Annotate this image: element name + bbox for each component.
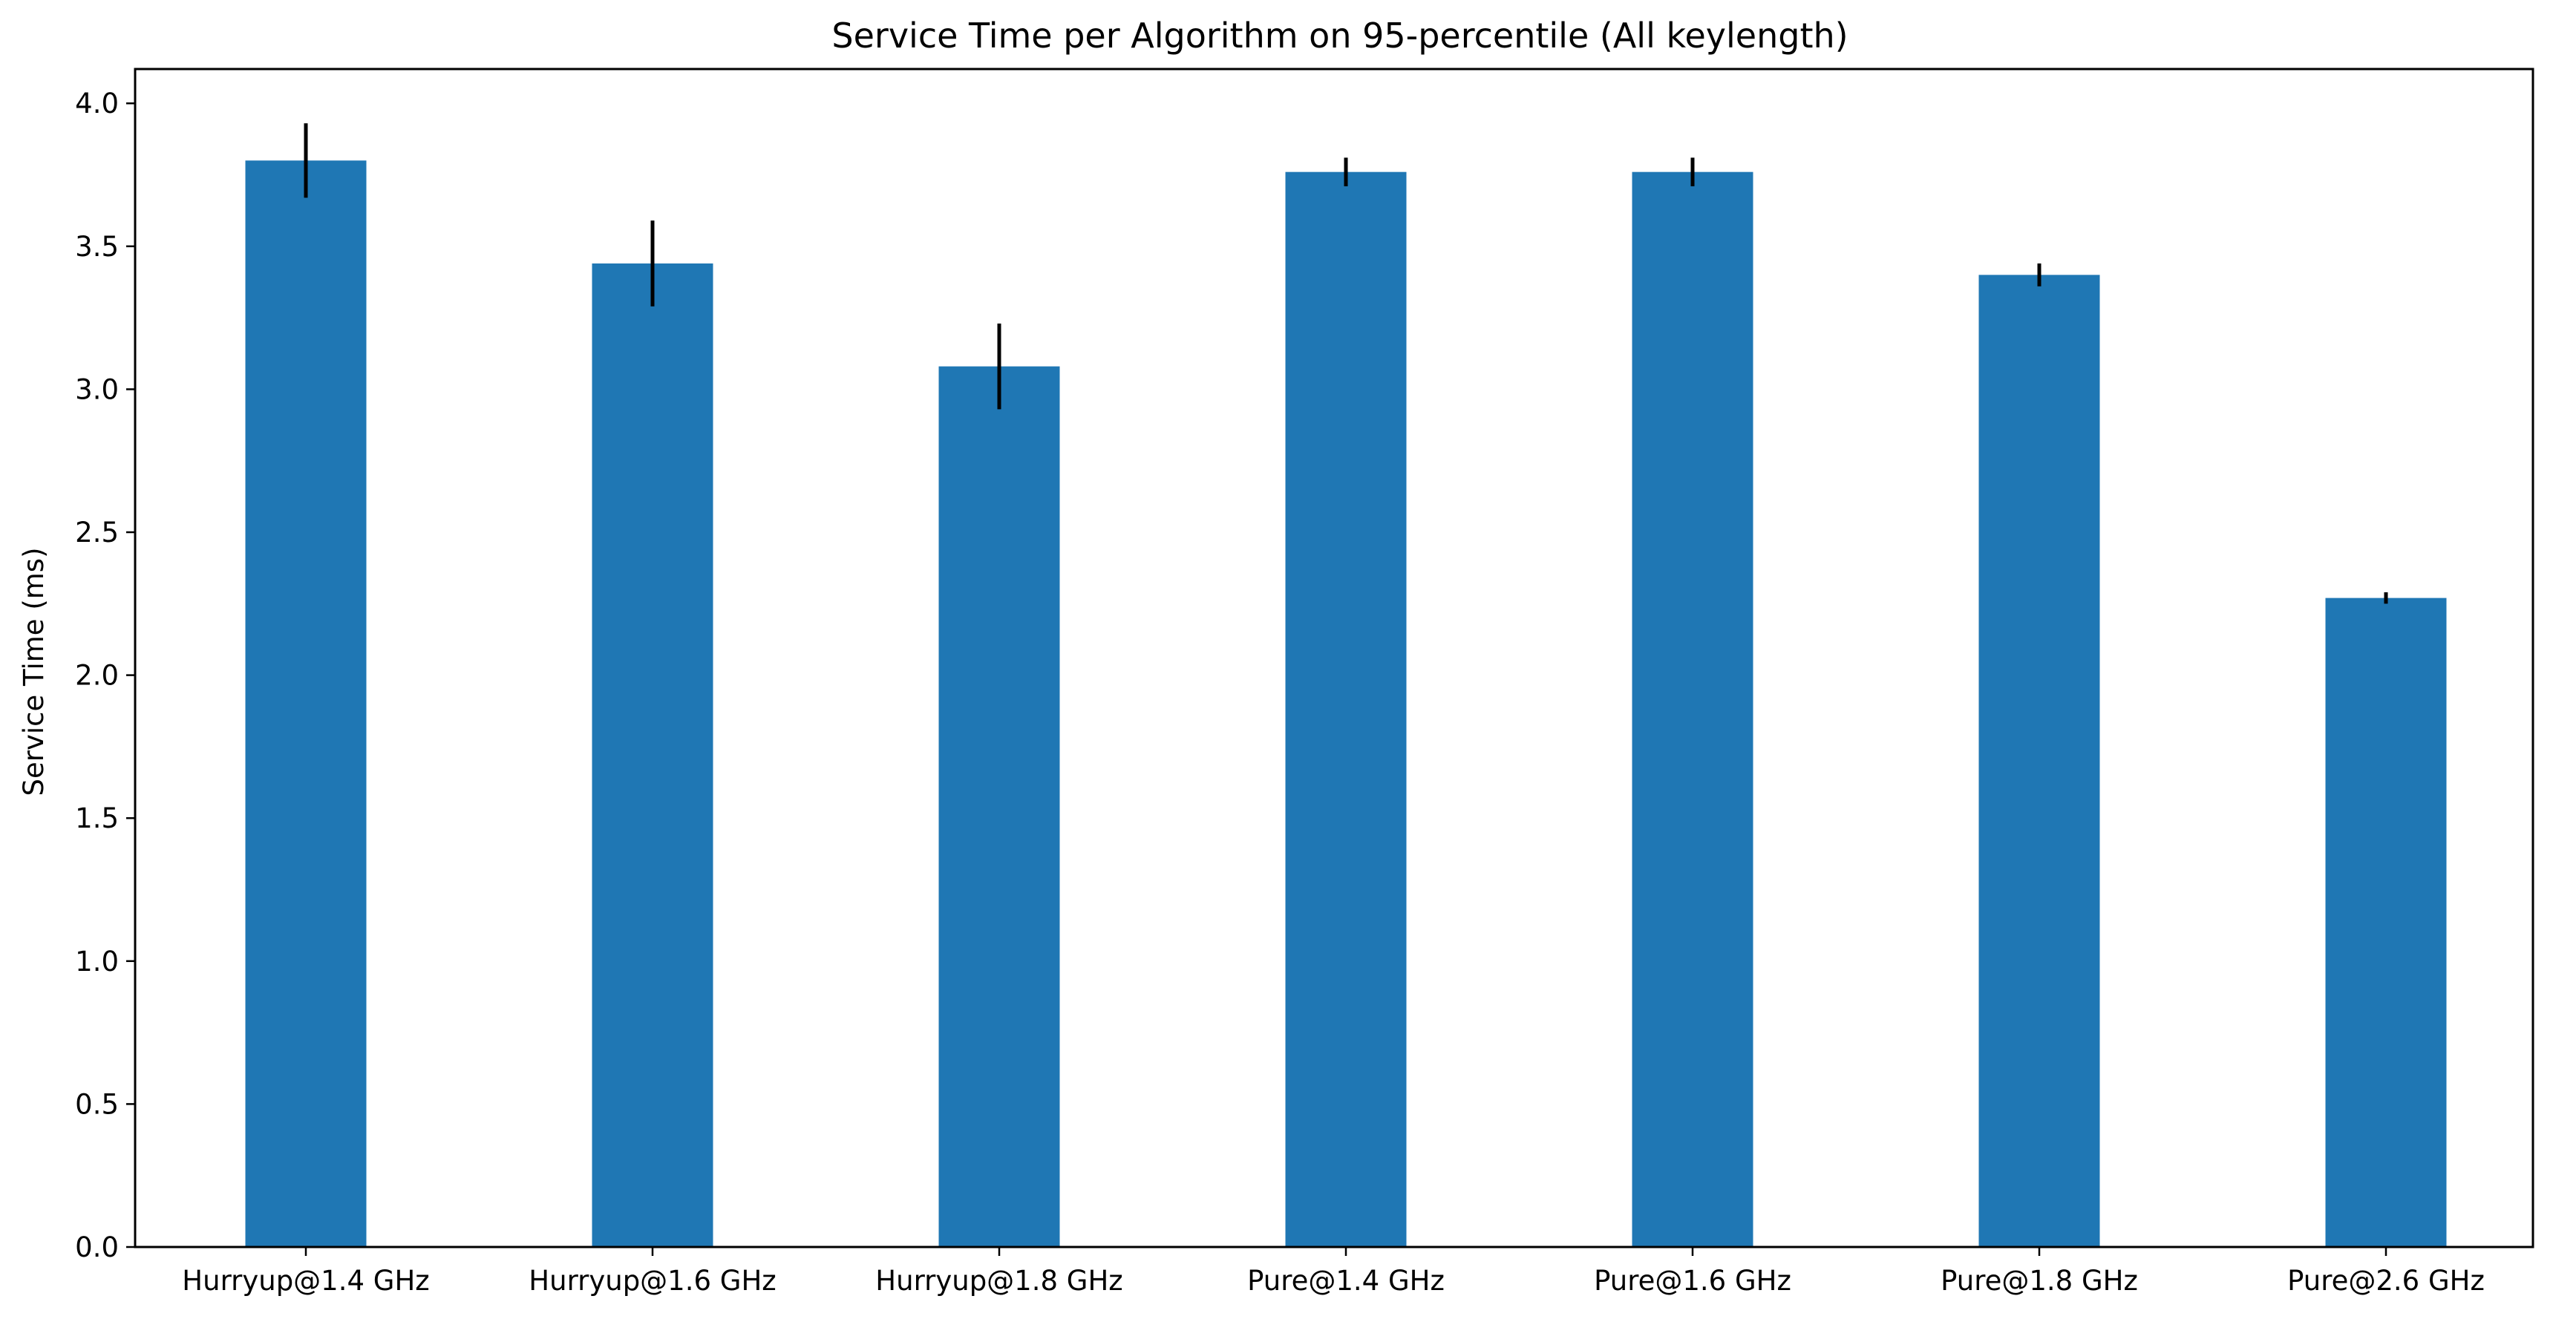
y-tick-label: 0.5 — [75, 1088, 119, 1120]
x-tick-label: Hurryup@1.8 GHz — [875, 1265, 1122, 1297]
bar — [938, 366, 1060, 1247]
y-tick-label: 1.0 — [75, 946, 119, 978]
x-tick-label: Hurryup@1.4 GHz — [182, 1265, 429, 1297]
bar — [245, 160, 367, 1248]
y-tick-label: 3.0 — [75, 373, 119, 405]
bar — [1978, 275, 2100, 1247]
bar — [592, 263, 713, 1248]
plot-area: 0.0 0.5 1.0 1.5 2.0 2.5 3.0 3.5 4.0 Hurryup@1.4 G… — [75, 88, 2485, 1297]
bar — [1285, 171, 1407, 1247]
chart-title: Service Time per Algorithm on 95-percent… — [831, 16, 1848, 56]
x-tick-label: Pure@1.6 GHz — [1594, 1265, 1791, 1297]
plot-frame — [134, 68, 2534, 1248]
y-axis-label: Service Time (ms) — [18, 547, 50, 796]
bar — [2325, 598, 2447, 1247]
x-tick-label: Pure@2.6 GHz — [2287, 1265, 2485, 1297]
x-tick-label: Pure@1.8 GHz — [1941, 1265, 2138, 1297]
y-tick-label: 2.5 — [75, 517, 119, 549]
x-tick-label: Hurryup@1.6 GHz — [529, 1265, 776, 1297]
y-tick-label: 4.0 — [75, 88, 119, 120]
y-tick-label: 0.0 — [75, 1231, 119, 1263]
y-tick-label: 2.0 — [75, 660, 119, 692]
x-tick-label: Pure@1.4 GHz — [1247, 1265, 1445, 1297]
y-tick-label: 3.5 — [75, 231, 119, 263]
bar — [1632, 171, 1753, 1247]
y-tick-label: 1.5 — [75, 802, 119, 834]
